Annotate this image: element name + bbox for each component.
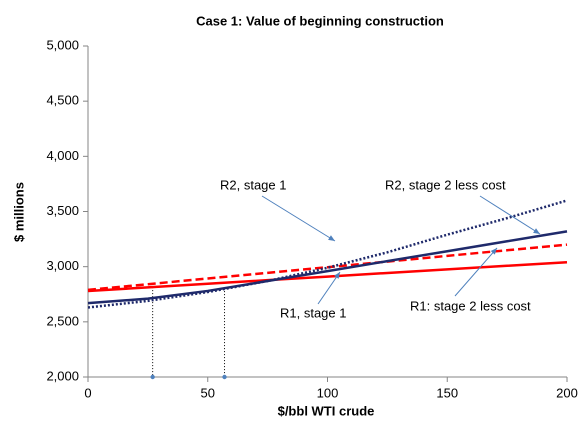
y-tick-label: 4,500 [46, 93, 79, 108]
x-tick-label: 100 [317, 385, 339, 400]
series-line [87, 230, 568, 305]
label-arrow [261, 195, 336, 242]
series-label: R1, stage 1 [280, 305, 347, 320]
y-tick-label: 3,000 [46, 258, 79, 273]
series-label: R1: stage 2 less cost [410, 298, 531, 313]
series-label: R2, stage 2 less cost [385, 177, 506, 192]
arrow-head [334, 272, 340, 279]
y-axis-label: $ millions [11, 182, 26, 242]
x-tick-label: 150 [436, 385, 458, 400]
y-tick-label: 5,000 [46, 37, 79, 52]
y-tick-label: 2,500 [46, 313, 79, 328]
x-tick-label: 200 [556, 385, 578, 400]
drop-point [222, 374, 227, 380]
y-tick-label: 2,000 [46, 368, 79, 383]
series-line [87, 243, 568, 292]
arrow-head [490, 248, 497, 255]
series-line [87, 199, 568, 309]
label-arrow [454, 247, 498, 297]
x-axis-label: $/bbl WTI crude [278, 403, 375, 418]
arrow-head [533, 228, 540, 234]
chart-title: Case 1: Value of beginning construction [196, 13, 444, 28]
series-label: R2, stage 1 [220, 177, 287, 192]
x-tick-label: 0 [84, 385, 91, 400]
y-tick-label: 4,000 [46, 148, 79, 163]
series-line [87, 261, 568, 293]
label-arrow [317, 271, 341, 305]
y-tick-label: 3,500 [46, 203, 79, 218]
label-arrow [479, 195, 541, 235]
x-tick-label: 50 [201, 385, 215, 400]
drop-point [150, 374, 155, 380]
arrow-head [328, 235, 335, 241]
